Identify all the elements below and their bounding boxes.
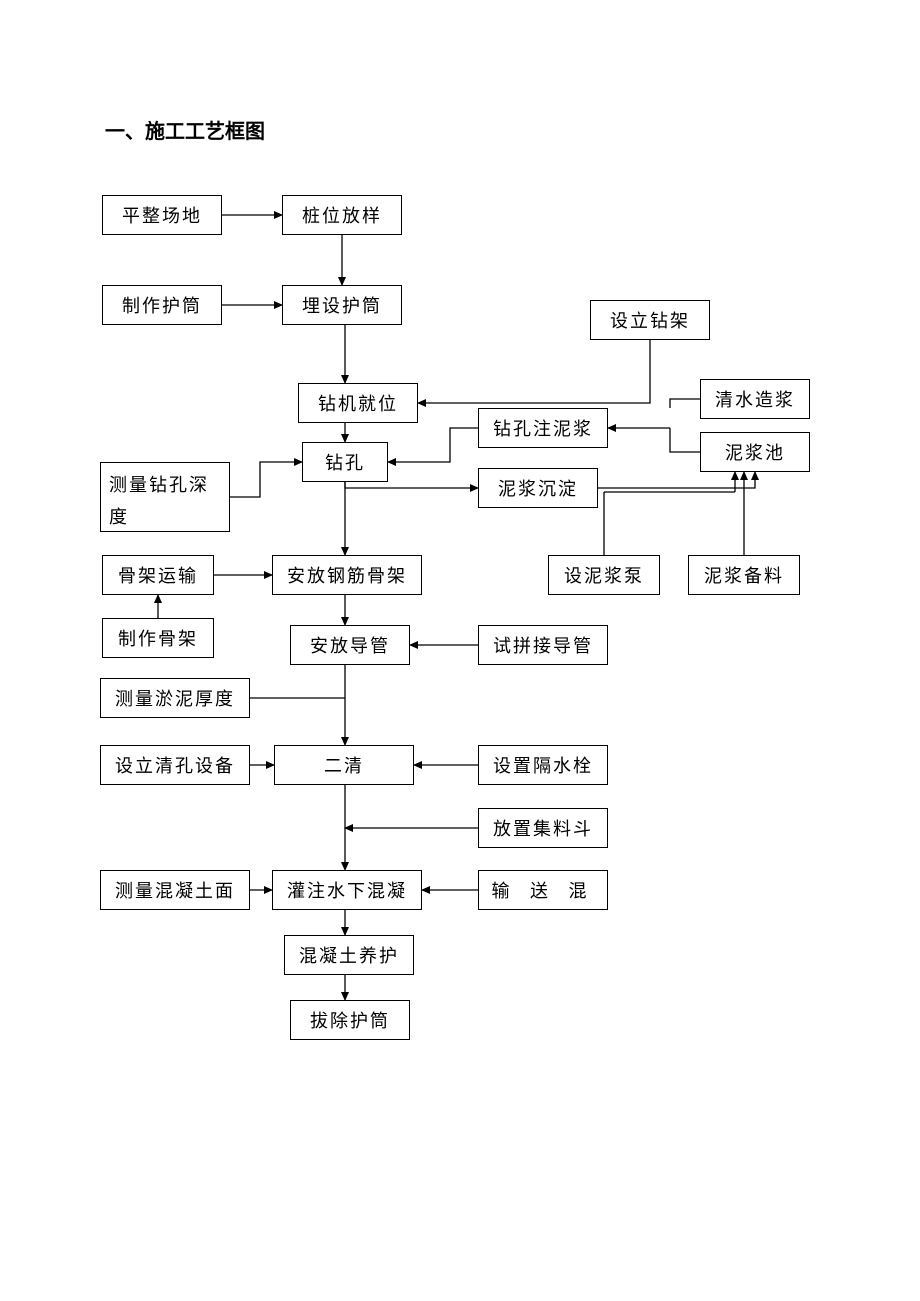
- flowchart-node: 拔除护筒: [290, 1000, 410, 1040]
- flowchart-node: 制作骨架: [102, 618, 214, 658]
- flowchart-node: 灌注水下混凝: [272, 870, 422, 910]
- page: 一、施工工艺框图 平整场地 桩位放样制作护筒 埋设护筒 设立钻架钻机就位 清水造浆钻孔注…: [0, 0, 920, 1301]
- flowchart-node: 钻机就位: [298, 383, 418, 423]
- flowchart-node: 测量淤泥厚度: [100, 678, 250, 718]
- flowchart-node: 设立钻架: [590, 300, 710, 340]
- flowchart-node: 桩位放样: [282, 195, 402, 235]
- flowchart-node: 泥浆沉淀: [478, 468, 598, 508]
- flowchart-node: 平整场地: [102, 195, 222, 235]
- flowchart-node: 钻孔: [302, 442, 388, 482]
- flowchart-node: 埋设护筒: [282, 285, 402, 325]
- flowchart-node: 安放导管: [290, 625, 410, 665]
- flowchart-node: 泥浆备料: [688, 555, 800, 595]
- flowchart-node: 设立清孔设备: [100, 745, 250, 785]
- flowchart-node: 设泥浆泵: [548, 555, 660, 595]
- flowchart-node: 制作护筒: [102, 285, 222, 325]
- page-title: 一、施工工艺框图: [105, 115, 265, 144]
- flowchart-node: 钻孔注泥浆: [478, 408, 608, 448]
- flowchart-node: 试拼接导管: [478, 625, 608, 665]
- flowchart-node: 放置集料斗: [478, 808, 608, 848]
- flowchart-node: 输 送 混: [478, 870, 608, 910]
- flowchart-node: 测量混凝土面: [100, 870, 250, 910]
- flowchart-node: 清水造浆: [700, 379, 810, 419]
- flowchart-node: 骨架运输: [102, 555, 214, 595]
- flowchart-node: 泥浆池: [700, 432, 810, 472]
- flowchart-node: 二清: [274, 745, 414, 785]
- flowchart-node: 混凝土养护: [284, 935, 414, 975]
- flowchart-node: 测量钻孔深度: [100, 462, 230, 532]
- flowchart-node: 安放钢筋骨架: [272, 555, 422, 595]
- flowchart-node: 设置隔水栓: [478, 745, 608, 785]
